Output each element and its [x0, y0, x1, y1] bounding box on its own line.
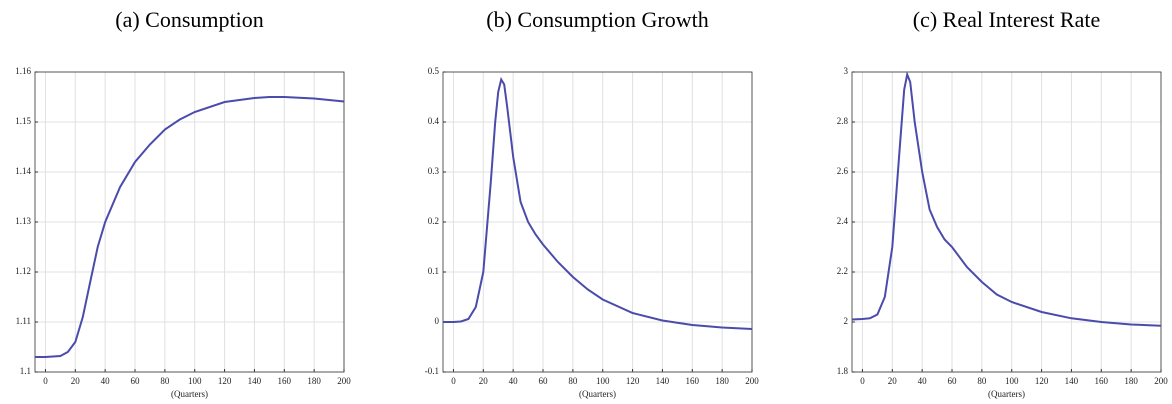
x-tick-label: 200 [1154, 376, 1168, 386]
y-tick-label: 0.5 [428, 66, 440, 76]
x-tick-label: 120 [626, 376, 640, 386]
y-tick-label: 2.6 [837, 166, 849, 176]
y-tick-label: 2.2 [837, 266, 848, 276]
plot-frame [442, 71, 753, 373]
y-tick-label: 3 [844, 66, 849, 76]
x-tick-label: 200 [337, 376, 351, 386]
x-tick-label: 60 [539, 376, 549, 386]
x-tick-label: 180 [307, 376, 321, 386]
x-tick-label: 180 [715, 376, 729, 386]
y-tick-label: 2.4 [837, 216, 849, 226]
x-tick-label: 180 [1124, 376, 1138, 386]
y-tick-label: 0 [435, 316, 440, 326]
x-tick-label: 40 [509, 376, 519, 386]
y-tick-label: 0.4 [428, 116, 440, 126]
x-tick-label: 60 [948, 376, 958, 386]
chart-title: (b) Consumption Growth [486, 7, 708, 32]
x-tick-label: 100 [1005, 376, 1019, 386]
y-tick-label: 1.15 [15, 116, 31, 126]
x-tick-label: 140 [1065, 376, 1079, 386]
x-tick-label: 100 [188, 376, 202, 386]
y-tick-label: 0.2 [428, 216, 439, 226]
y-tick-label: 1.11 [16, 316, 31, 326]
line-series [35, 96, 345, 358]
x-tick-label: 0 [451, 376, 456, 386]
x-tick-label: 80 [568, 376, 578, 386]
y-tick-label: 1.13 [15, 216, 31, 226]
x-tick-label: 80 [977, 376, 987, 386]
y-tick-label: -0.1 [425, 366, 439, 376]
x-tick-label: 80 [160, 376, 170, 386]
x-axis-label: (Quarters) [171, 389, 208, 399]
x-tick-label: 160 [1095, 376, 1109, 386]
x-tick-label: 0 [860, 376, 865, 386]
x-tick-label: 200 [745, 376, 759, 386]
x-tick-label: 20 [479, 376, 489, 386]
x-tick-label: 20 [71, 376, 81, 386]
y-tick-label: 1.14 [15, 166, 31, 176]
x-axis-label: (Quarters) [988, 389, 1025, 399]
y-tick-label: 0.3 [428, 166, 440, 176]
x-tick-label: 160 [278, 376, 292, 386]
y-tick-label: 1.1 [20, 366, 31, 376]
x-tick-label: 40 [918, 376, 928, 386]
x-tick-label: 160 [686, 376, 700, 386]
y-tick-label: 1.16 [15, 66, 31, 76]
y-tick-label: 2 [844, 316, 849, 326]
x-tick-label: 140 [248, 376, 262, 386]
x-tick-label: 20 [888, 376, 898, 386]
x-tick-label: 140 [656, 376, 670, 386]
y-tick-label: 2.8 [837, 116, 849, 126]
y-tick-label: 1.8 [837, 366, 849, 376]
plot-frame [34, 71, 345, 373]
y-tick-label: 1.12 [15, 266, 31, 276]
x-tick-label: 0 [43, 376, 48, 386]
chart-title: (c) Real Interest Rate [913, 7, 1101, 32]
x-tick-label: 60 [131, 376, 141, 386]
x-tick-label: 40 [101, 376, 111, 386]
x-tick-label: 120 [218, 376, 232, 386]
line-series [851, 71, 1162, 327]
x-tick-label: 120 [1035, 376, 1049, 386]
chart-title: (a) Consumption [115, 7, 264, 32]
line-series [443, 76, 753, 330]
y-tick-label: 0.1 [428, 266, 439, 276]
x-axis-label: (Quarters) [579, 389, 616, 399]
plot-frame [851, 71, 1162, 373]
x-tick-label: 100 [596, 376, 610, 386]
